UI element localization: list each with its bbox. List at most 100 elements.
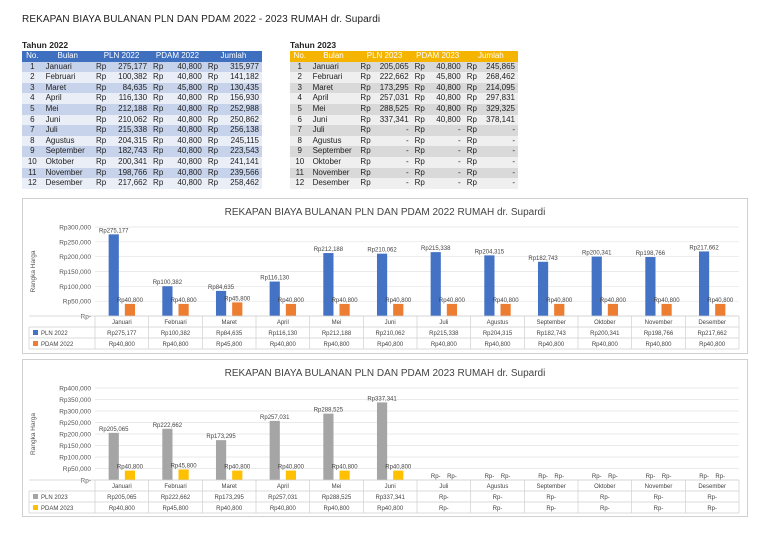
x-tick-label: Oktober (594, 320, 615, 326)
table-row: 11 November Rp 198,766 Rp 40,800 Rp 239,566 (22, 167, 262, 179)
currency-label: Rp (150, 156, 170, 168)
data-label: Rp40,800 (278, 298, 305, 304)
legend-label: PDAM 2022 (41, 342, 74, 348)
currency-label: Rp (411, 178, 430, 189)
column-header: Bulan (309, 51, 358, 62)
data-label: Rp198,766 (636, 251, 666, 257)
currency-label: Rp (204, 61, 223, 73)
row-month: September (309, 146, 358, 157)
currency-label: Rp (411, 82, 430, 94)
data-label: Rp217,662 (689, 245, 719, 251)
currency-label: Rp (411, 135, 430, 147)
row-month: Mei (309, 103, 358, 115)
row-month: November (309, 167, 358, 179)
page-title: REKAPAN BIAYA BULANAN PLN DAN PDAM 2022 … (22, 14, 381, 25)
data-label: Rp- (447, 474, 457, 480)
y-tick-label: Rp200,000 (59, 254, 91, 261)
table-value: Rp222,662 (161, 495, 191, 501)
row-pdam: 40,800 (169, 114, 205, 126)
row-no: 6 (22, 114, 43, 126)
row-total: - (480, 125, 518, 136)
bar-pdam (715, 303, 726, 316)
x-tick-label: November (645, 484, 673, 490)
chart-2022-svg: REKAPAN BIAYA BULANAN PLN DAN PDAM 2022 … (28, 207, 740, 350)
bar-pln (376, 253, 388, 316)
row-month: Oktober (42, 156, 93, 168)
data-label: Rp- (431, 474, 441, 480)
currency-label: Rp (411, 61, 430, 73)
row-pdam: 40,800 (169, 103, 205, 115)
row-pln: 212,188 (111, 103, 151, 115)
row-no: 11 (290, 167, 310, 179)
row-pln: 210,062 (111, 114, 151, 126)
column-header: PDAM 2022 (150, 51, 205, 62)
currency-label: Rp (463, 114, 481, 126)
table-value: Rp40,800 (270, 342, 297, 348)
bar-pln (537, 261, 549, 316)
row-pdam: 40,800 (429, 61, 464, 73)
bar-pdam (178, 303, 189, 316)
chart-title: REKAPAN BIAYA BULANAN PLN DAN PDAM 2022 … (225, 207, 546, 218)
table-value: Rp40,800 (377, 342, 404, 348)
column-header: No. (290, 51, 310, 62)
y-tick-label: Rp350,000 (59, 397, 91, 404)
column-header: PLN 2022 (92, 51, 151, 62)
row-no: 8 (22, 135, 43, 147)
table-value: Rp257,031 (268, 495, 298, 501)
data-label: Rp40,800 (332, 465, 359, 471)
chart-2023: REKAPAN BIAYA BULANAN PLN DAN PDAM 2023 … (22, 359, 748, 517)
currency-label: Rp (92, 167, 112, 179)
legend-swatch (33, 494, 38, 499)
row-pln: 257,031 (374, 93, 412, 104)
currency-label: Rp (411, 93, 430, 104)
y-tick-label: Rp50,000 (63, 299, 92, 306)
row-pln: 116,130 (111, 93, 151, 104)
data-label: Rp- (485, 474, 495, 480)
row-pln: 222,662 (374, 72, 412, 83)
data-label: Rp40,800 (224, 465, 251, 471)
data-label: Rp40,800 (385, 298, 412, 304)
x-tick-label: Februari (164, 484, 186, 490)
table-value: Rp200,341 (590, 331, 620, 337)
row-total: 250,862 (222, 114, 262, 126)
y-tick-label: Rp250,000 (59, 239, 91, 246)
data-label: Rp288,525 (314, 408, 344, 414)
currency-label: Rp (357, 167, 375, 179)
table-value: Rp116,130 (268, 331, 298, 337)
row-month: November (42, 167, 93, 179)
table-2023-caption: Tahun 2023 (290, 40, 337, 50)
table-value: Rp100,382 (161, 331, 191, 337)
bar-pdam (232, 470, 243, 480)
row-month: Februari (309, 72, 358, 83)
row-pln: 182,743 (111, 146, 151, 157)
bar-pdam (339, 470, 350, 480)
x-tick-label: Juli (439, 484, 448, 490)
currency-label: Rp (92, 72, 112, 83)
currency-label: Rp (357, 103, 375, 115)
row-pln: - (374, 178, 412, 189)
bar-pdam (446, 303, 458, 316)
data-label: Rp40,800 (171, 298, 198, 304)
row-pdam: 40,800 (169, 167, 205, 179)
data-label: Rp40,800 (654, 298, 681, 304)
row-pln: - (374, 156, 412, 168)
x-tick-label: Juli (439, 320, 448, 326)
currency-label: Rp (204, 156, 223, 168)
data-label: Rp- (662, 474, 672, 480)
currency-label: Rp (463, 72, 481, 83)
bar-pln (108, 432, 119, 480)
row-total: 223,543 (222, 146, 262, 157)
bar-pdam (124, 470, 136, 480)
currency-label: Rp (463, 103, 481, 115)
bar-pdam (339, 303, 350, 316)
data-label: Rp257,031 (260, 415, 290, 421)
currency-label: Rp (463, 178, 481, 189)
row-pln: - (374, 167, 412, 179)
table-value: Rp40,800 (592, 342, 619, 348)
table-row: 1 Januari Rp 205,065 Rp 40,800 Rp 245,865 (290, 61, 518, 73)
bar-pln (162, 286, 173, 316)
currency-label: Rp (150, 82, 170, 94)
table-row: 4 April Rp 116,130 Rp 40,800 Rp 156,930 (22, 93, 262, 104)
row-pln: - (374, 125, 412, 136)
table-value: Rp217,662 (697, 331, 727, 337)
